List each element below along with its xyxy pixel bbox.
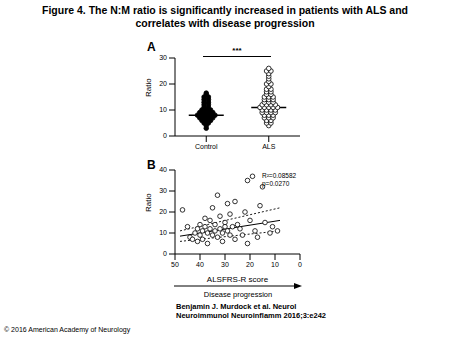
svg-text:50: 50 [171,261,179,268]
svg-text:Ratio: Ratio [144,193,153,212]
svg-text:Control: Control [195,143,218,150]
svg-text:10: 10 [159,229,167,236]
html-text:B: B [147,158,156,172]
svg-text:40: 40 [196,261,204,268]
svg-text:ALSFRS-R score: ALSFRS-R score [207,275,269,282]
svg-text:10: 10 [271,261,279,268]
html-text:Figure 4. The N:M ratio is sig: Figure 4. The N:M ratio is significantly… [42,4,408,29]
html-text:Disease progression: Disease progression [203,290,273,299]
svg-text:10: 10 [159,106,167,113]
svg-text:40: 40 [159,166,167,173]
svg-text:Ratio: Ratio [144,78,153,97]
html-text:A: A [147,40,156,54]
svg-text:0: 0 [163,132,167,139]
svg-text:30: 30 [159,54,167,61]
svg-text:30: 30 [221,261,229,268]
svg-text:ALS: ALS [262,143,276,150]
svg-text:0: 0 [298,261,302,268]
html-text:R²=0.08582: R²=0.08582 [262,172,297,179]
html-text:© 2016 American Academy of Neu: © 2016 American Academy of Neurology [4,326,131,333]
svg-text:0: 0 [163,250,167,257]
svg-text:20: 20 [159,80,167,87]
svg-text:20: 20 [159,208,167,215]
svg-text:20: 20 [246,261,254,268]
svg-text:30: 30 [159,187,167,194]
html-text:Benjamin J. Murdock et al. Neu: Benjamin J. Murdock et al. Neurol Neuroi… [176,302,326,320]
html-text:p=0.0270: p=0.0270 [262,180,290,187]
